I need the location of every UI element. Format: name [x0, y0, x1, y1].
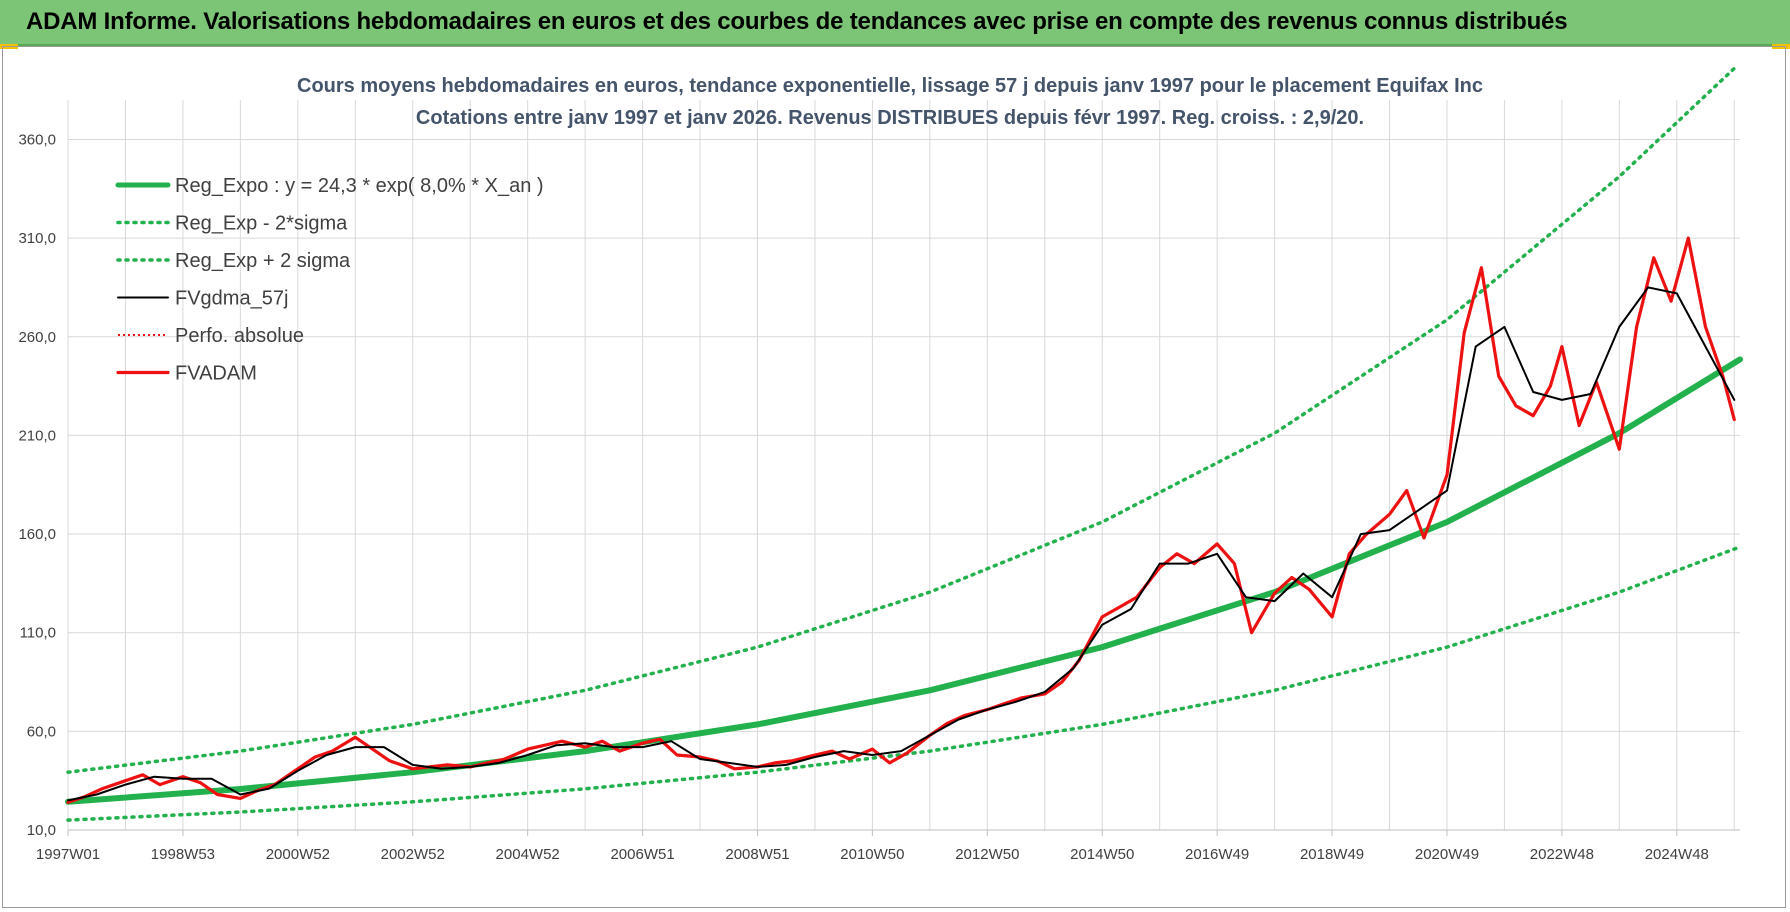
legend-label: Reg_Exp - 2*sigma [175, 213, 348, 235]
legend: Reg_Expo : y = 24,3 * exp( 8,0% * X_an )… [115, 175, 544, 385]
x-tick-label: 2012W50 [955, 846, 1019, 863]
series-line-0 [65, 356, 1743, 805]
legend-label: FVADAM [175, 363, 257, 385]
x-tick-label: 2024W48 [1645, 846, 1709, 863]
x-tick-label: 2022W48 [1530, 846, 1594, 863]
series-line-3 [67, 286, 1736, 802]
legend-label: FVgdma_57j [175, 288, 288, 310]
series-line-5 [66, 236, 1736, 804]
x-tick-label: 2016W49 [1185, 846, 1249, 863]
y-axis-ticks: 10,0 60,0 110,0 160,0 210,0 260,0 310,0 360,0 [18, 131, 56, 839]
chart-title: Cours moyens hebdomadaires en euros, ten… [297, 75, 1483, 97]
y-tick-label: 210,0 [18, 427, 56, 444]
chart-frame [2, 46, 1786, 908]
x-tick-label: 2000W52 [266, 846, 330, 863]
x-tick-label: 2008W51 [725, 846, 789, 863]
grid-lines [67, 100, 1740, 831]
legend-label: Reg_Exp + 2 sigma [175, 250, 351, 272]
legend-label: Reg_Expo : y = 24,3 * exp( 8,0% * X_an ) [175, 175, 544, 197]
x-tick-label: 1997W01 [36, 846, 100, 863]
x-axis-ticks: 1997W01 1998W53 2000W52 2002W52 2004W52 2006W… [36, 830, 1709, 863]
x-tick-label: 2006W51 [610, 846, 674, 863]
y-tick-label: 10,0 [27, 822, 56, 839]
y-tick-label: 160,0 [18, 526, 56, 543]
page-title: ADAM Informe. Valorisations hebdomadaire… [26, 8, 1568, 35]
series-line-1 [66, 545, 1742, 822]
x-tick-label: 1998W53 [151, 846, 215, 863]
chart-subtitle: Cotations entre janv 1997 et janv 2026. … [416, 107, 1364, 129]
y-tick-label: 360,0 [18, 131, 56, 148]
header-banner: ADAM Informe. Valorisations hebdomadaire… [0, 0, 1790, 46]
x-tick-label: 2010W50 [840, 846, 904, 863]
series-line-2 [66, 66, 1737, 774]
series-layer [65, 66, 1743, 822]
x-tick-label: 2004W52 [496, 846, 560, 863]
y-tick-label: 310,0 [18, 230, 56, 247]
legend-label: Perfo. absolue [175, 325, 304, 347]
x-tick-label: 2014W50 [1070, 846, 1134, 863]
y-tick-label: 60,0 [27, 723, 56, 740]
x-tick-label: 2018W49 [1300, 846, 1364, 863]
y-tick-label: 260,0 [18, 329, 56, 346]
x-tick-label: 2020W49 [1415, 846, 1479, 863]
x-tick-label: 2002W52 [381, 846, 445, 863]
y-tick-label: 110,0 [20, 625, 56, 642]
